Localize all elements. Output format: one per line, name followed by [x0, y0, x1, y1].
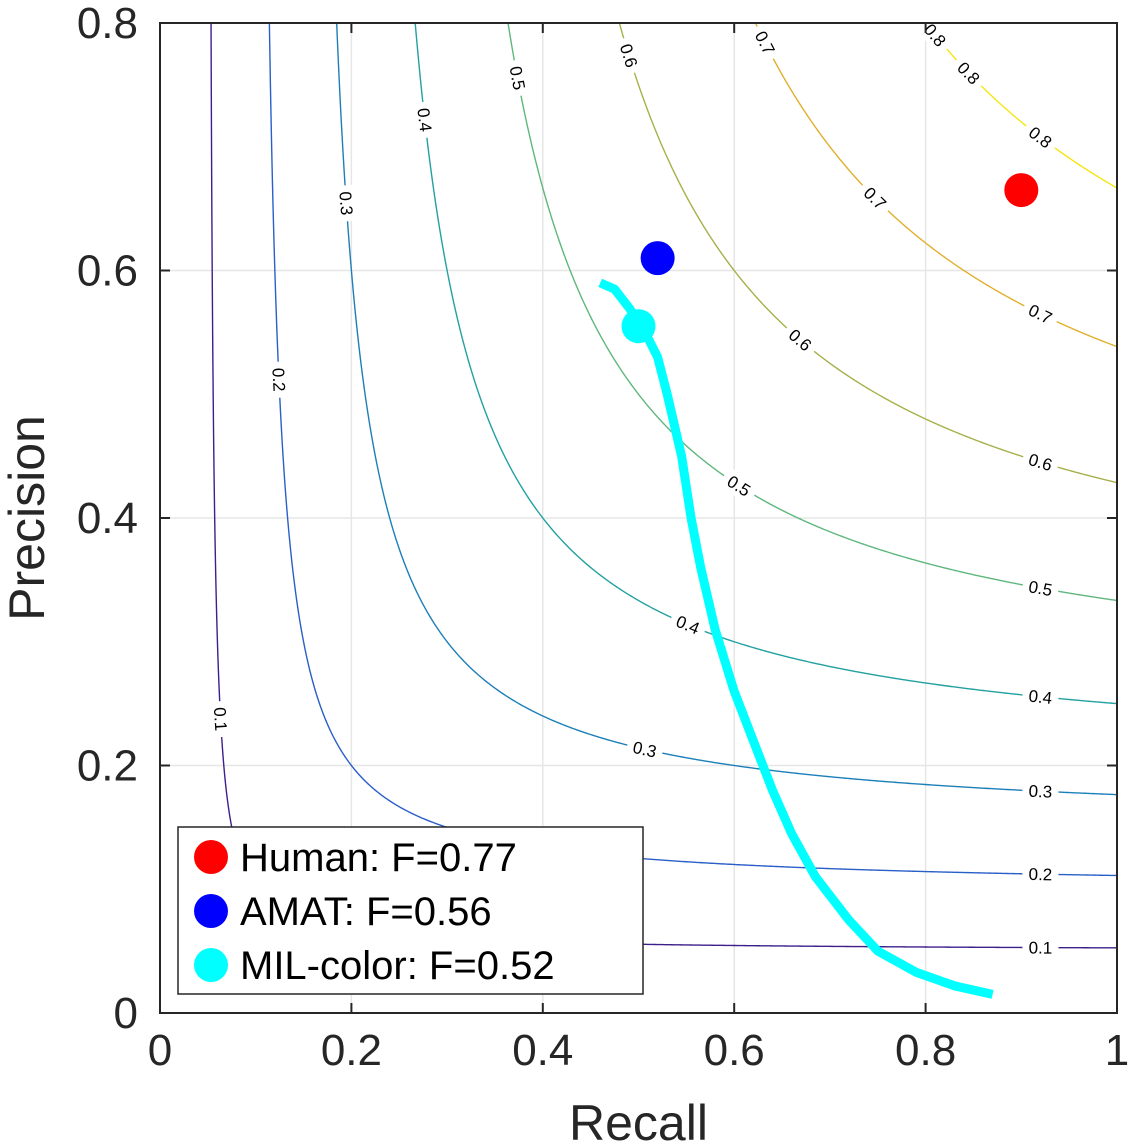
contour-label-bg	[717, 466, 761, 505]
series-point	[1004, 173, 1039, 208]
data-series	[598, 173, 1039, 999]
iso-f-contour	[335, 23, 1117, 796]
y-axis-label: Precision	[0, 415, 55, 621]
y-tick-label: 0.4	[77, 494, 138, 543]
contour-label: 0.3	[335, 191, 356, 216]
iso-f-contour	[210, 23, 1117, 949]
contour-label: 0.4	[1028, 687, 1053, 708]
iso-f-contour	[924, 23, 1117, 189]
contour-label: 0.3	[631, 738, 658, 762]
series-point	[621, 309, 656, 344]
contour-label-bg	[1019, 117, 1062, 157]
contour-label: 0.2	[1028, 865, 1052, 884]
x-tick-label: 0.4	[512, 1026, 573, 1075]
contour-label-bg	[1020, 574, 1061, 603]
contour-label-bg	[624, 734, 665, 764]
legend-marker	[194, 948, 228, 982]
contour-label: 0.3	[1028, 782, 1053, 802]
legend-marker	[194, 894, 228, 928]
x-axis-label: Recall	[569, 1095, 708, 1148]
contour-label-bg	[1020, 446, 1061, 478]
x-tick-label: 0.8	[895, 1026, 956, 1075]
series-point	[640, 241, 675, 276]
contour-label: 0.4	[413, 107, 435, 133]
contour-label-bg	[1021, 779, 1059, 804]
contour-label-bg	[411, 100, 438, 140]
contour-label-bg	[854, 177, 896, 219]
contour-label: 0.1	[210, 707, 230, 732]
legend-entry: Human: F=0.77	[240, 836, 517, 880]
contour-label-bg	[333, 184, 359, 223]
x-tick-label: 0	[148, 1026, 172, 1075]
x-tick-label: 0.2	[321, 1026, 382, 1075]
iso-f-contour	[414, 23, 1117, 705]
contour-label-bg	[208, 700, 233, 738]
y-tick-label: 0.6	[77, 247, 138, 296]
iso-f-contour	[268, 23, 1117, 877]
contour-label-bg	[779, 319, 822, 360]
contour-label-bg	[747, 23, 783, 64]
contour-label-bg	[1019, 296, 1062, 332]
legend: Human: F=0.77 AMAT: F=0.56 MIL-color: F=0.…	[177, 826, 644, 995]
pr-curve	[598, 278, 994, 999]
x-tick-label: 1	[1105, 1026, 1129, 1075]
legend-marker	[194, 840, 228, 874]
legend-entry: MIL-color: F=0.52	[240, 944, 555, 988]
contour-label: 0.5	[506, 65, 529, 92]
legend-entry: AMAT: F=0.56	[240, 890, 492, 934]
y-tick-label: 0.8	[77, 0, 138, 48]
contour-label-bg	[1022, 936, 1059, 959]
legend-box	[177, 826, 644, 995]
contour-label: 0.1	[1029, 939, 1053, 958]
contour-label-bg	[1022, 862, 1059, 886]
x-tick-label: 0.6	[704, 1026, 765, 1075]
iso-f-contours: 0.10.10.10.20.20.20.30.30.30.40.40.40.50…	[208, 23, 1117, 959]
y-tick-label: 0	[114, 989, 138, 1038]
contour-label: 0.5	[1027, 577, 1054, 600]
axis-ticks: 0 0.2 0.4 0.6 0.8 1 0 0.2 0.4 0.6 0.8	[77, 0, 1129, 1075]
contour-label-bg	[613, 35, 645, 77]
contour-label: 0.2	[268, 367, 288, 392]
iso-f-contour	[754, 23, 1117, 348]
contour-label-bg	[948, 52, 990, 94]
y-tick-label: 0.2	[77, 742, 138, 791]
contour-label-bg	[1021, 684, 1060, 710]
contour-label-bg	[267, 361, 291, 399]
contour-label-bg	[503, 58, 532, 98]
contour-label-bg	[667, 607, 709, 642]
iso-f-contour	[507, 23, 1117, 602]
